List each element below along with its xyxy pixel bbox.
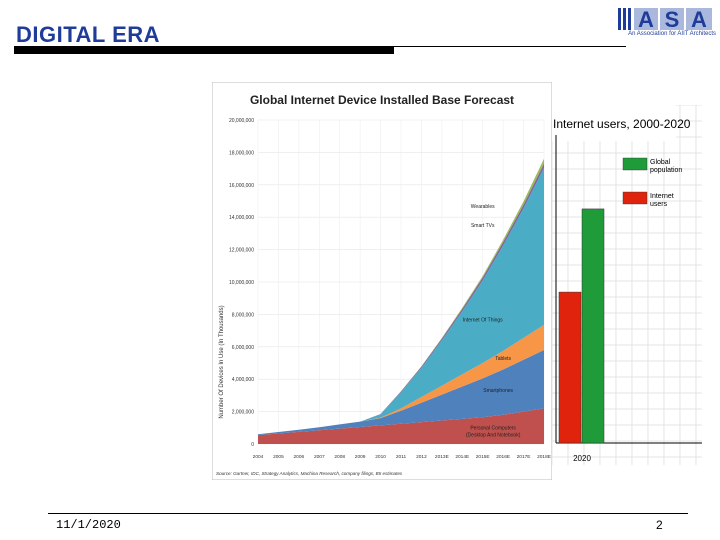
area-series-label: Tablets (495, 356, 511, 362)
area-ytick-label: 20,000,000 (229, 118, 254, 124)
page-number: 2 (656, 518, 663, 532)
area-ytick-label: 10,000,000 (229, 280, 254, 286)
area-xtick-label: 2004 (253, 454, 264, 460)
area-chart-source: Source: Gartner, IDC, Strategy Analytics… (216, 471, 403, 476)
legend-swatch (622, 157, 648, 171)
area-xtick-label: 2006 (294, 454, 305, 460)
area-series-label: Smartphones (483, 388, 513, 394)
area-ytick-label: 18,000,000 (229, 150, 254, 156)
logo-subtitle: An Association for AIIT Architects (628, 31, 716, 37)
area-series-label: (Desktop And Notebook) (466, 432, 521, 438)
area-series-label: Smart TVs (471, 223, 495, 229)
area-chart-ylabel: Number Of Devices In Use (In Thousands) (219, 305, 225, 418)
legend-label: users (650, 201, 668, 208)
title-underline-thick (14, 46, 394, 54)
area-chart-title: Global Internet Device Installed Base Fo… (250, 93, 514, 107)
area-xtick-label: 2007 (314, 454, 325, 460)
area-xtick-label: 2016E (496, 454, 510, 460)
area-series-personal-computers-desktop-and-notebook- (258, 408, 544, 444)
area-ytick-label: 6,000,000 (232, 345, 254, 351)
area-series-smartphones (258, 350, 544, 436)
svg-text:S: S (665, 7, 680, 32)
area-xtick-label: 2008 (334, 454, 345, 460)
area-xtick-label: 2015E (476, 454, 490, 460)
area-ytick-label: 2,000,000 (232, 410, 254, 416)
area-xtick-label: 2011 (396, 454, 407, 460)
area-series-label: Wearables (471, 204, 495, 210)
legend-label: Global (650, 159, 671, 166)
area-series-internet-of-things (258, 167, 544, 435)
svg-text:A: A (638, 7, 654, 32)
internet-users-chart: Internet users, 2000-2020 2020 Globalpop… (552, 105, 702, 465)
area-xtick-label: 2014E (455, 454, 469, 460)
area-xtick-label: 2009 (355, 454, 366, 460)
area-ytick-label: 14,000,000 (229, 215, 254, 221)
bar-global-population (581, 208, 605, 444)
bar-internet-users (558, 291, 582, 444)
area-series-label: Personal Computers (470, 425, 516, 431)
bar-chart-title: Internet users, 2000-2020 (553, 117, 691, 131)
area-ytick-label: 4,000,000 (232, 377, 254, 383)
area-ytick-label: 12,000,000 (229, 248, 254, 254)
area-ytick-label: 16,000,000 (229, 183, 254, 189)
area-xtick-label: 2018E (537, 454, 551, 460)
area-xtick-label: 2013E (435, 454, 449, 460)
svg-text:A: A (691, 7, 707, 32)
footer-date: 11/1/2020 (56, 518, 121, 532)
footer-divider (48, 513, 688, 514)
area-xtick-label: 2010 (375, 454, 386, 460)
bar-category-label: 2020 (573, 454, 591, 463)
device-forecast-chart: Global Internet Device Installed Base Fo… (212, 82, 552, 480)
area-series-label: Internet Of Things (463, 318, 503, 324)
iasa-logo: A S A (618, 7, 712, 32)
slide-title: DIGITAL ERA (16, 22, 161, 47)
area-xtick-label: 2005 (273, 454, 284, 460)
area-ytick-label: 8,000,000 (232, 312, 254, 318)
area-xtick-label: 2017E (517, 454, 531, 460)
title-underline-thin (394, 46, 626, 47)
area-xtick-label: 2012 (416, 454, 427, 460)
area-ytick-label: 0 (251, 442, 254, 448)
legend-label: Internet (650, 193, 674, 200)
legend-swatch (622, 191, 648, 205)
legend-label: population (650, 167, 682, 174)
